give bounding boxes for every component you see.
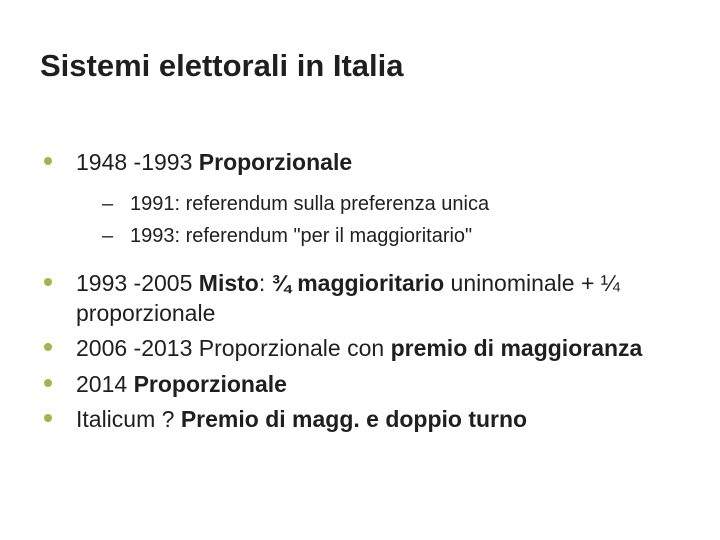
bullet-item-l2: –1991: referendum sulla preferenza unica xyxy=(102,191,676,217)
bullet-text: 1948 -1993 Proporzionale xyxy=(76,148,352,177)
bullet-text: 2014 Proporzionale xyxy=(76,370,287,399)
bullet-dot-icon xyxy=(44,414,52,422)
slide: Sistemi elettorali in Italia 1948 -1993 … xyxy=(0,0,720,540)
bullet-item-l1: Italicum ? Premio di magg. e doppio turn… xyxy=(44,405,676,434)
bullet-text: 1993 -2005 Misto: ¾ maggioritario uninom… xyxy=(76,269,676,328)
bullet-text: 2006 -2013 Proporzionale con premio di m… xyxy=(76,334,642,363)
bullet-item-l1: 2006 -2013 Proporzionale con premio di m… xyxy=(44,334,676,363)
bullet-dash-icon: – xyxy=(102,226,112,246)
slide-content: 1948 -1993 Proporzionale –1991: referendu… xyxy=(44,148,676,435)
bullet-dot-icon xyxy=(44,278,52,286)
bullet-text: Italicum ? Premio di magg. e doppio turn… xyxy=(76,405,527,434)
slide-title: Sistemi elettorali in Italia xyxy=(40,48,676,84)
bullet-item-l1: 1948 -1993 Proporzionale xyxy=(44,148,676,177)
bullet-dot-icon xyxy=(44,379,52,387)
bullet-item-l1: 2014 Proporzionale xyxy=(44,370,676,399)
bullet-dot-icon xyxy=(44,343,52,351)
bullet-dot-icon xyxy=(44,157,52,165)
bullet-text: 1991: referendum sulla preferenza unica xyxy=(130,191,489,217)
bullet-item-l2: –1993: referendum "per il maggioritario" xyxy=(102,223,676,249)
bullet-item-l1: 1993 -2005 Misto: ¾ maggioritario uninom… xyxy=(44,269,676,328)
bullet-text: 1993: referendum "per il maggioritario" xyxy=(130,223,472,249)
bullet-dash-icon: – xyxy=(102,194,112,214)
